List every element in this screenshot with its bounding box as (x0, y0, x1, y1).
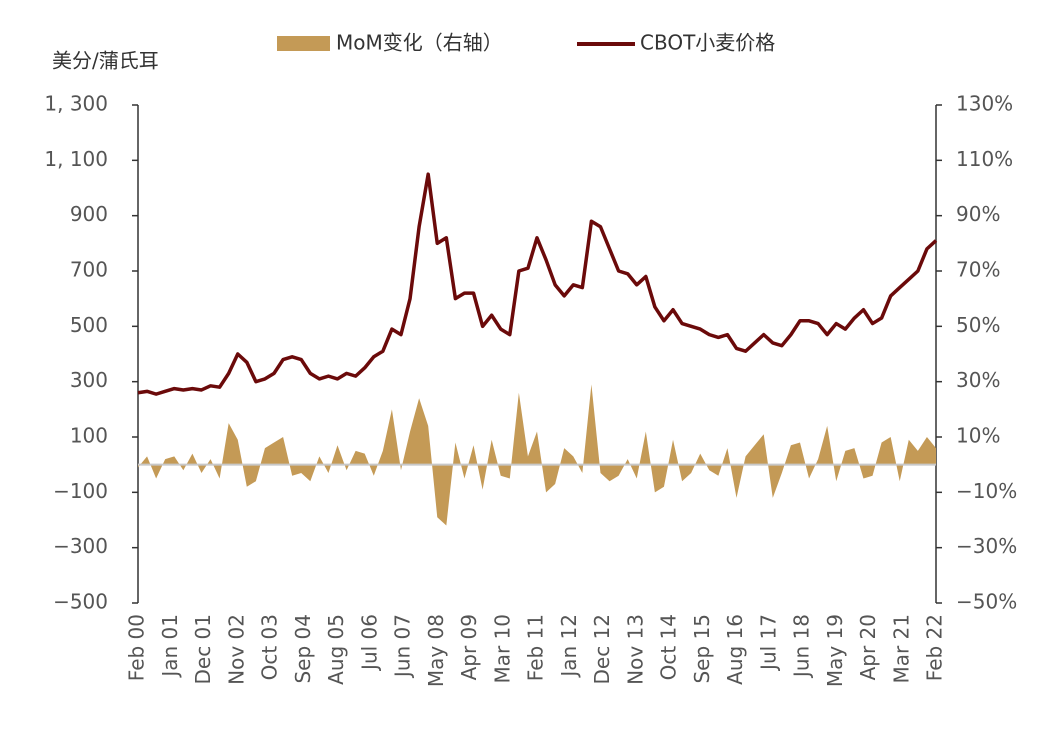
legend-swatch-area (277, 36, 330, 51)
x-tick-label: May 19 (823, 614, 847, 687)
y2-tick-label: 130% (956, 92, 1013, 116)
y2-tick-label: −30% (956, 534, 1017, 558)
x-tick-label: Nov 02 (224, 614, 248, 685)
x-tick-label: Feb 00 (125, 614, 149, 681)
y2-tick-label: −50% (956, 590, 1017, 614)
y2-tick-label: −10% (956, 479, 1017, 503)
legend-label: MoM变化（右轴） (336, 31, 503, 55)
y-axis-label: 美分/蒲氏耳 (52, 49, 159, 73)
x-tick-label: Nov 13 (623, 614, 647, 685)
x-tick-label: Jul 17 (756, 614, 780, 672)
x-tick-label: Mar 10 (490, 614, 514, 684)
x-tick-label: May 08 (424, 614, 448, 687)
y2-tick-label: 50% (956, 313, 1000, 337)
y2-tick-label: 30% (956, 368, 1000, 392)
x-tick-label: Feb 22 (923, 614, 947, 681)
y-tick-label: −500 (53, 590, 108, 614)
x-tick-label: Oct 14 (657, 614, 681, 680)
legend-label: CBOT小麦价格 (640, 31, 775, 55)
area (138, 384, 936, 526)
y-tick-label: 1, 300 (44, 92, 108, 116)
x-tick-label: Apr 20 (856, 614, 880, 680)
x-tick-label: Jul 06 (357, 614, 381, 672)
x-tick-label: Mar 21 (889, 614, 913, 684)
x-tick-label: Dec 12 (590, 614, 614, 685)
y-tick-label: 900 (70, 202, 108, 226)
y2-tick-label: 70% (956, 258, 1000, 282)
y-tick-label: 1, 100 (44, 147, 108, 171)
x-tick-label: Sep 15 (690, 614, 714, 684)
y-tick-label: 100 (70, 424, 108, 448)
x-tick-label: Aug 16 (723, 614, 747, 685)
line (137, 172, 938, 396)
x-tick-label: Jan 01 (158, 614, 182, 679)
x-tick-label: Oct 03 (258, 614, 282, 680)
y-tick-label: 700 (70, 258, 108, 282)
x-tick-label: Dec 01 (191, 614, 215, 685)
x-tick-label: Jun 07 (391, 614, 415, 679)
x-tick-label: Jun 18 (790, 614, 814, 679)
y-tick-label: −300 (53, 534, 108, 558)
x-tick-label: Jan 12 (557, 614, 581, 679)
y-tick-label: 500 (70, 313, 108, 337)
x-tick-label: Feb 11 (524, 614, 548, 681)
y2-tick-label: 90% (956, 202, 1000, 226)
y-tick-label: −100 (53, 479, 108, 503)
x-tick-label: Sep 04 (291, 614, 315, 684)
y-tick-label: 300 (70, 368, 108, 392)
x-tick-label: Apr 09 (457, 614, 481, 680)
x-tick-label: Aug 05 (324, 614, 348, 685)
y2-tick-label: 110% (956, 147, 1013, 171)
y2-tick-label: 10% (956, 424, 1000, 448)
